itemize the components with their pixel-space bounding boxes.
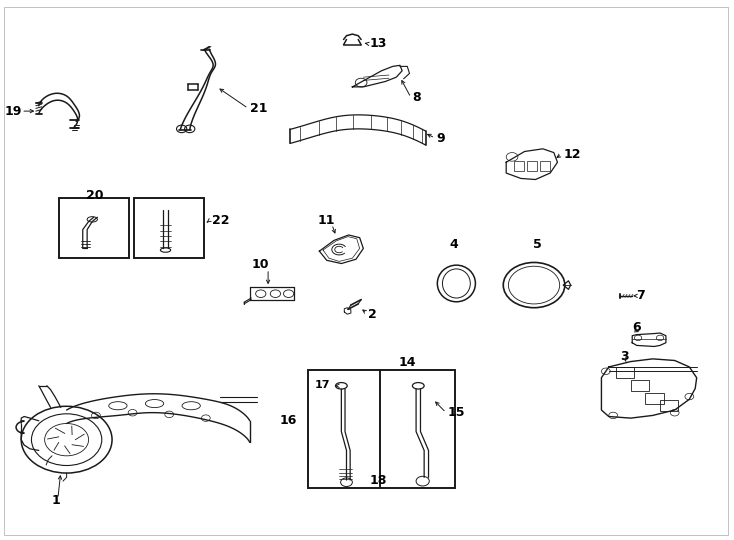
Bar [645,393,664,403]
Bar [616,367,634,377]
Text: 12: 12 [563,148,581,161]
Text: 7: 7 [636,289,645,302]
Bar [134,198,203,258]
Text: 6: 6 [632,321,641,334]
Bar [308,370,455,488]
Text: 9: 9 [437,132,446,145]
Text: 8: 8 [413,91,421,104]
Text: 11: 11 [318,214,335,227]
Bar [631,380,649,391]
Text: 17: 17 [315,380,330,390]
Bar [514,161,524,171]
Text: 1: 1 [51,494,60,507]
Text: 5: 5 [533,238,542,251]
Bar [59,198,129,258]
Text: 22: 22 [211,214,229,227]
Text: 21: 21 [250,102,267,115]
Text: 18: 18 [370,474,388,487]
Bar [540,161,550,171]
Text: 19: 19 [4,105,22,118]
Text: 4: 4 [449,238,458,251]
Text: 3: 3 [619,350,628,363]
Bar [660,400,678,411]
Text: 15: 15 [448,406,465,419]
Text: 2: 2 [368,308,377,321]
Text: 16: 16 [280,414,297,427]
Text: 14: 14 [399,356,416,369]
Bar [527,161,537,171]
Text: 10: 10 [252,258,269,271]
Text: 13: 13 [369,37,387,50]
Text: 20: 20 [86,189,103,202]
